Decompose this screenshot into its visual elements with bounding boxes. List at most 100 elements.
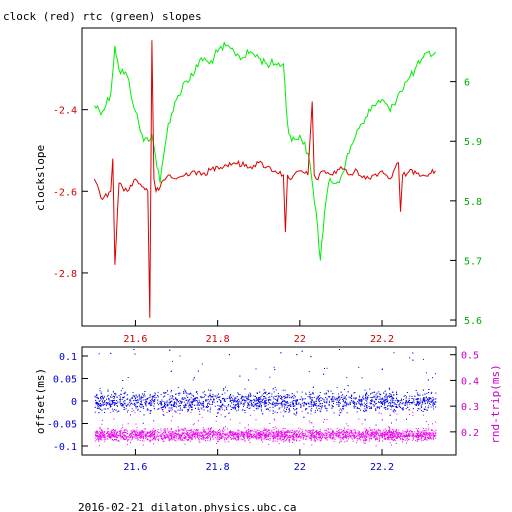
scatter-point — [122, 397, 124, 399]
scatter-point — [378, 412, 380, 414]
scatter-point — [393, 437, 395, 439]
scatter-point — [398, 404, 400, 406]
scatter-point — [270, 434, 272, 436]
scatter-point — [223, 389, 225, 391]
scatter-point — [123, 430, 125, 431]
scatter-point — [302, 437, 304, 439]
scatter-point — [145, 435, 147, 437]
scatter-point — [170, 420, 172, 422]
scatter-point — [271, 395, 273, 397]
scatter-point — [414, 395, 416, 397]
scatter-point — [366, 393, 368, 395]
scatter-point — [254, 431, 256, 433]
scatter-point — [189, 393, 191, 395]
scatter-point — [379, 434, 381, 436]
scatter-point — [189, 430, 191, 432]
scatter-point — [241, 435, 243, 437]
scatter-point — [328, 405, 330, 407]
scatter-point — [110, 434, 112, 436]
scatter-point — [331, 401, 333, 403]
scatter-point — [421, 439, 422, 441]
scatter-point — [260, 405, 262, 407]
scatter-point — [351, 400, 353, 402]
scatter-point — [425, 431, 427, 433]
scatter-point — [362, 395, 364, 397]
scatter-point — [375, 433, 377, 435]
scatter-point — [196, 434, 198, 436]
scatter-point — [362, 404, 364, 406]
scatter-point — [115, 439, 117, 441]
scatter-point — [385, 434, 387, 436]
scatter-point — [355, 436, 357, 437]
scatter-point — [349, 434, 351, 436]
scatter-point — [314, 435, 316, 437]
scatter-point — [326, 367, 328, 369]
scatter-point — [363, 442, 365, 444]
scatter-point — [370, 434, 372, 435]
scatter-point — [181, 436, 182, 438]
scatter-point — [305, 434, 306, 436]
scatter-point — [294, 433, 296, 435]
scatter-point — [182, 432, 184, 434]
scatter-point — [311, 438, 313, 440]
scatter-point — [219, 438, 221, 440]
scatter-point — [160, 401, 162, 403]
scatter-point — [158, 436, 159, 438]
scatter-point — [289, 432, 291, 434]
scatter-point — [123, 438, 125, 439]
scatter-point — [407, 438, 409, 440]
scatter-point — [323, 399, 325, 401]
scatter-point — [127, 440, 128, 442]
scatter-point — [178, 438, 180, 439]
scatter-point — [370, 434, 372, 436]
scatter-point — [346, 436, 348, 437]
scatter-point — [142, 396, 144, 398]
scatter-point — [310, 406, 312, 408]
scatter-point — [402, 430, 404, 432]
scatter-point — [148, 403, 149, 405]
scatter-point — [261, 433, 262, 435]
scatter-point — [279, 431, 281, 433]
scatter-point — [274, 419, 276, 421]
scatter-point — [431, 434, 433, 436]
scatter-point — [362, 437, 364, 439]
scatter-point — [328, 428, 329, 430]
scatter-point — [421, 410, 422, 411]
scatter-point — [254, 396, 256, 397]
scatter-point — [255, 398, 257, 400]
scatter-point — [140, 397, 142, 399]
scatter-point — [280, 438, 281, 440]
scatter-point — [164, 404, 166, 405]
scatter-point — [320, 433, 322, 435]
scatter-point — [259, 432, 261, 434]
scatter-point — [351, 434, 353, 436]
scatter-point — [294, 439, 296, 441]
scatter-point — [142, 432, 144, 434]
scatter-point — [137, 439, 139, 441]
scatter-point — [434, 403, 436, 405]
scatter-point — [219, 396, 221, 398]
scatter-point — [117, 401, 119, 403]
scatter-point — [390, 408, 392, 410]
scatter-point — [164, 431, 166, 433]
scatter-point — [424, 430, 426, 432]
scatter-point — [107, 403, 108, 405]
scatter-point — [142, 431, 144, 433]
scatter-point — [228, 441, 230, 443]
scatter-point — [387, 437, 388, 439]
scatter-point — [340, 391, 342, 393]
scatter-point — [359, 431, 360, 433]
scatter-point — [387, 395, 389, 397]
scatter-point — [414, 403, 416, 405]
scatter-point — [154, 439, 156, 441]
scatter-point — [218, 433, 220, 435]
scatter-point — [164, 432, 166, 434]
scatter-point — [200, 403, 202, 405]
scatter-point — [219, 408, 221, 410]
scatter-point — [435, 433, 437, 434]
scatter-point — [395, 443, 397, 444]
scatter-point — [142, 436, 144, 438]
scatter-point — [106, 431, 108, 433]
scatter-point — [399, 401, 401, 403]
